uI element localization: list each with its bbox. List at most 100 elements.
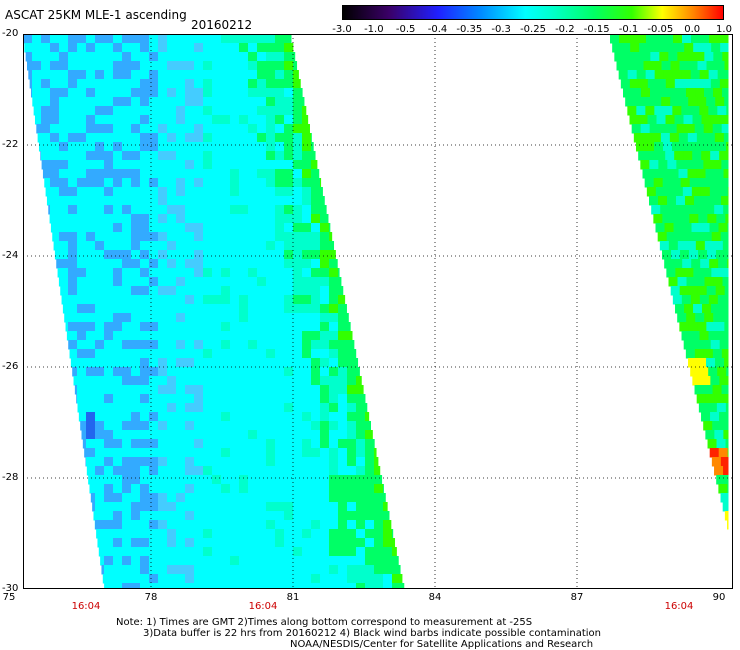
data-cell — [347, 439, 357, 449]
data-cell — [712, 349, 723, 359]
data-cell — [185, 313, 195, 323]
data-cell — [311, 223, 321, 233]
data-cell — [705, 133, 716, 143]
data-cell — [230, 142, 240, 152]
data-cell — [718, 223, 729, 233]
data-cell — [640, 124, 651, 134]
data-cell — [302, 232, 312, 242]
data-cell — [86, 277, 96, 287]
data-cell — [284, 88, 294, 98]
data-cell — [293, 178, 303, 188]
data-cell — [221, 187, 231, 197]
data-cell — [59, 52, 69, 62]
data-cell — [257, 457, 267, 467]
data-cell — [320, 313, 330, 323]
data-cell — [284, 286, 294, 296]
data-cell — [140, 79, 150, 89]
data-cell — [158, 88, 168, 98]
data-cell — [86, 43, 96, 53]
data-cell — [203, 583, 213, 589]
data-cell — [185, 439, 195, 449]
data-cell — [257, 421, 267, 431]
data-cell — [41, 70, 51, 80]
data-cell — [727, 484, 729, 494]
data-cell — [338, 322, 348, 332]
data-cell — [158, 187, 168, 197]
data-cell — [257, 403, 267, 413]
data-cell — [266, 448, 276, 458]
data-cell — [221, 223, 231, 233]
data-cell — [293, 574, 303, 584]
data-cell — [95, 52, 105, 62]
data-cell — [185, 502, 195, 512]
data-cell — [95, 277, 105, 287]
data-cell — [293, 403, 303, 413]
data-cell — [329, 241, 335, 251]
data-cell — [691, 223, 702, 233]
data-cell — [670, 61, 681, 71]
data-cell — [656, 115, 667, 125]
data-cell — [356, 448, 366, 458]
data-cell — [185, 97, 195, 107]
data-cell — [718, 187, 729, 197]
data-cell — [329, 520, 339, 530]
data-cell — [302, 196, 312, 206]
data-cell — [706, 358, 716, 368]
data-cell — [95, 430, 105, 440]
data-cell — [113, 502, 123, 512]
data-cell — [329, 295, 339, 305]
data-cell — [239, 52, 249, 62]
data-cell — [329, 304, 339, 314]
data-cell — [275, 367, 285, 377]
data-cell — [140, 520, 150, 530]
data-cell — [104, 457, 114, 467]
data-cell — [149, 214, 159, 224]
data-cell — [104, 169, 114, 179]
data-cell — [41, 142, 51, 152]
data-cell — [104, 79, 114, 89]
data-cell — [266, 295, 276, 305]
data-cell — [719, 151, 729, 161]
data-cell — [266, 43, 276, 53]
data-cell — [302, 394, 312, 404]
data-cell — [257, 538, 267, 548]
data-cell — [248, 259, 258, 269]
data-cell — [284, 295, 294, 305]
data-cell — [720, 43, 729, 53]
data-cell — [77, 70, 87, 80]
data-cell — [266, 538, 276, 548]
data-cell — [221, 169, 231, 179]
data-cell — [149, 259, 159, 269]
data-cell — [320, 565, 330, 575]
data-cell — [302, 538, 312, 548]
data-cell — [248, 484, 258, 494]
data-cell — [194, 259, 204, 269]
data-cell — [77, 376, 87, 386]
data-cell — [167, 232, 177, 242]
data-cell — [88, 475, 98, 485]
data-cell — [212, 313, 222, 323]
data-cell — [122, 421, 132, 431]
data-cell — [722, 241, 729, 251]
data-cell — [41, 61, 51, 71]
data-cell — [320, 250, 330, 260]
data-cell — [167, 259, 177, 269]
data-cell — [50, 151, 60, 161]
data-cell — [203, 205, 213, 215]
data-cell — [685, 160, 695, 170]
data-cell — [257, 259, 267, 269]
data-cell — [212, 493, 222, 503]
data-cell — [701, 79, 712, 89]
data-cell — [149, 556, 159, 566]
data-cell — [311, 268, 321, 278]
data-cell — [725, 403, 729, 413]
data-cell — [311, 349, 321, 359]
data-cell — [302, 430, 312, 440]
data-cell — [68, 295, 78, 305]
data-cell — [68, 142, 78, 152]
data-cell — [257, 367, 267, 377]
data-cell — [257, 124, 267, 134]
data-cell — [212, 349, 222, 359]
data-cell — [248, 466, 258, 476]
data-cell — [694, 196, 704, 206]
